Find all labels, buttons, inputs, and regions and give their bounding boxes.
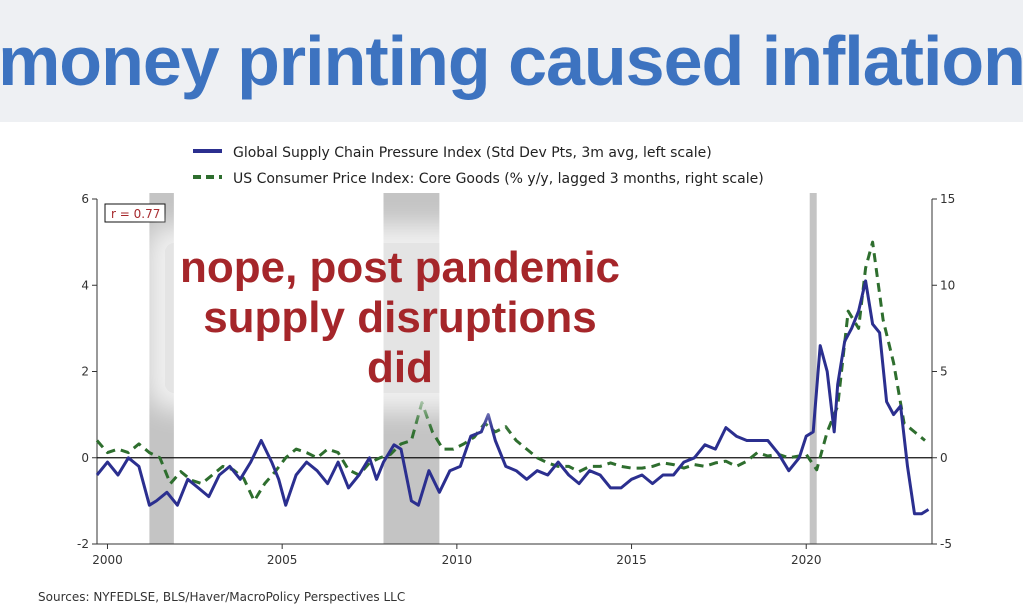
right-tick-label: 5	[940, 365, 948, 379]
overlay-line-1: nope, post pandemic	[179, 243, 621, 292]
series	[95, 240, 930, 516]
headline-banner	[0, 0, 1023, 122]
overlay-line-2: supply disruptions did	[203, 293, 597, 392]
recession-band	[809, 193, 817, 544]
correlation-box: r = 0.77	[104, 203, 166, 223]
legend-label-gscpi: Global Supply Chain Pressure Index (Std …	[233, 145, 712, 161]
legend-label-cpi: US Consumer Price Index: Core Goods (% y…	[233, 171, 764, 187]
x-tick-label: 2010	[442, 553, 473, 567]
right-tick-label: -5	[940, 537, 952, 551]
x-tick-label: 2005	[267, 553, 298, 567]
left-tick-label: 4	[81, 278, 89, 292]
left-tick-label: -2	[77, 537, 89, 551]
x-tick-label: 2020	[791, 553, 822, 567]
correlation-label: r = 0.77	[111, 207, 160, 221]
left-tick-label: 6	[81, 192, 89, 206]
left-tick-label: 0	[81, 451, 89, 465]
right-tick-label: 0	[940, 451, 948, 465]
sources-note: Sources: NYFEDLSE, BLS/Haver/MacroPolicy…	[38, 590, 406, 604]
x-tick-label: 2000	[92, 553, 123, 567]
x-tick-label: 2015	[616, 553, 647, 567]
legend: Global Supply Chain Pressure Index (Std …	[193, 145, 764, 187]
right-tick-label: 15	[940, 192, 955, 206]
series-line-gscpi	[95, 279, 930, 516]
overlay-annotation: nope, post pandemic supply disruptions d…	[165, 243, 635, 393]
right-tick-label: 10	[940, 278, 955, 292]
left-tick-label: 2	[81, 365, 89, 379]
headline: money printing caused inflation	[0, 22, 1023, 100]
